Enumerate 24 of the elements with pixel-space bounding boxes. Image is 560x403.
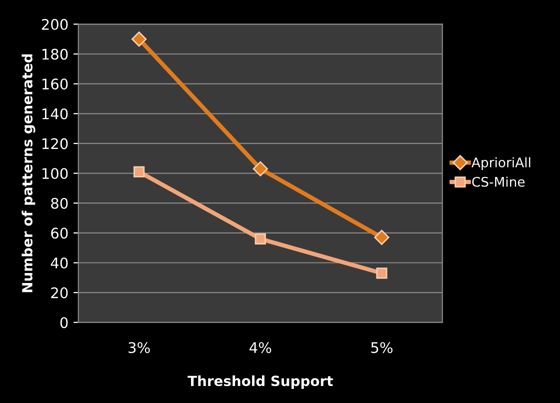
- y-tick-label: 140: [42, 108, 68, 120]
- legend-label: AprioriAll: [472, 157, 530, 170]
- y-tick-label: 180: [42, 48, 68, 60]
- x-tick-label: 5%: [371, 342, 392, 354]
- y-tick-label: 80: [51, 198, 68, 209]
- point: [131, 32, 147, 47]
- point: [134, 166, 145, 178]
- y-tick-label: 0: [60, 317, 68, 328]
- y-tick-label: 60: [51, 228, 68, 239]
- y-tick-label: 20: [51, 287, 68, 298]
- point: [254, 233, 266, 244]
- point: [252, 161, 268, 176]
- x-tick-label: 4%: [250, 342, 272, 354]
- y-axis-title: Number of patterns generated: [22, 54, 36, 292]
- y-tick-label: 100: [42, 168, 68, 180]
- point: [374, 230, 390, 245]
- y-tick-label: 200: [42, 18, 68, 30]
- point: [376, 268, 388, 279]
- x-tick-label: 3%: [128, 342, 150, 354]
- y-tick-label: 120: [42, 138, 68, 150]
- y-tick-label: 40: [50, 257, 68, 269]
- x-axis-title: Threshold Support: [188, 375, 333, 389]
- legend-label: CS-Mine: [472, 176, 525, 187]
- y-tick-label: 160: [42, 78, 68, 90]
